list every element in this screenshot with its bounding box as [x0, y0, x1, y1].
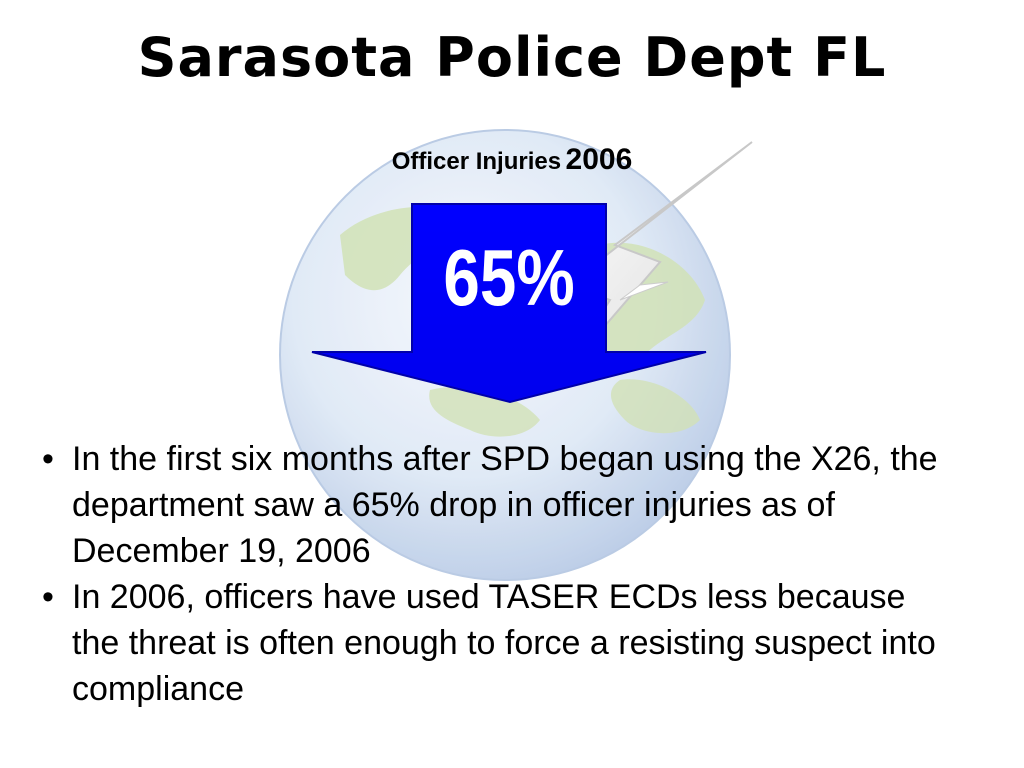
bullet-dot: • [42, 578, 54, 616]
bullet-text: In the first six months after SPD began … [72, 440, 938, 570]
slide-subtitle: Officer Injuries 2006 [0, 143, 1024, 177]
bullet-item: • In the first six months after SPD bega… [42, 436, 962, 574]
subtitle-year: 2006 [565, 143, 633, 176]
bullet-item: • In 2006, officers have used TASER ECDs… [42, 574, 962, 712]
arrow-shape [311, 203, 707, 404]
slide-title: Sarasota Police Dept FL [137, 26, 887, 89]
subtitle-label: Officer Injuries [391, 148, 562, 175]
bullet-list: • In the first six months after SPD bega… [42, 436, 962, 712]
bullet-text: In 2006, officers have used TASER ECDs l… [72, 578, 936, 708]
percent-stat: 65% [443, 233, 575, 322]
bullet-dot: • [42, 440, 54, 478]
